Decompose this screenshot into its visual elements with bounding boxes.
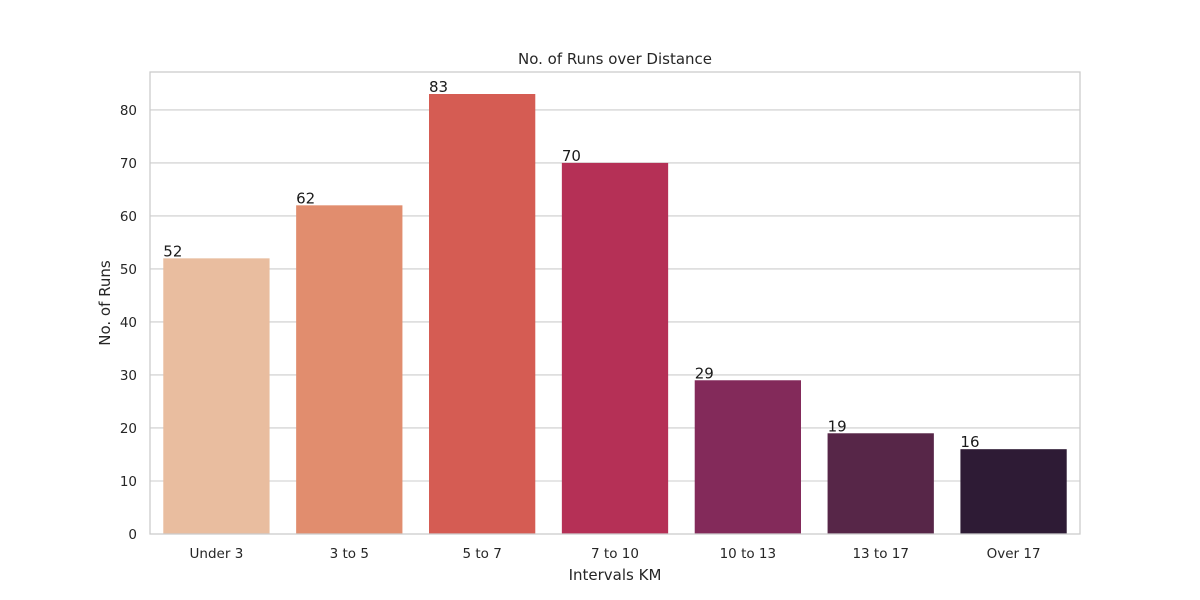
bars [163,94,1067,535]
bar-over-17 [960,449,1067,534]
x-tick-label: 13 to 17 [852,546,909,562]
bar-7-to-10 [561,162,669,535]
y-tick-label: 60 [120,209,137,225]
x-axis-label: Intervals KM [569,566,662,584]
y-tick-label: 80 [120,103,137,119]
y-tick-label: 40 [120,315,137,331]
bar-value-label: 19 [828,417,847,435]
y-tick-label: 10 [120,474,137,490]
bar-under-3 [163,258,270,534]
plot-frame [149,71,1081,535]
y-tick-label: 70 [120,156,137,172]
bar-value-label: 29 [695,364,714,382]
bar-3-to-5 [296,205,403,534]
x-tick-label: 10 to 13 [720,546,777,562]
y-tick-label: 50 [120,262,137,278]
y-tick-label: 30 [120,368,137,384]
bar-value-label: 62 [296,189,315,207]
y-axis-ticks: 0 10 20 30 40 50 60 70 80 [120,103,137,543]
bar-value-label: 70 [562,147,581,165]
chart-title: No. of Runs over Distance [518,50,712,68]
x-tick-label: Under 3 [190,546,244,562]
bar-10-to-13 [694,380,801,534]
bar-value-label: 52 [163,242,182,260]
bar-value-label: 16 [960,433,979,451]
y-tick-label: 0 [128,527,137,543]
x-tick-label: 7 to 10 [591,546,639,562]
bar-13-to-17 [827,433,934,534]
bar-value-label: 83 [429,78,448,96]
y-tick-label: 20 [120,421,137,437]
x-axis-ticks: Under 3 3 to 5 5 to 7 7 to 10 10 to 13 13 to … [190,546,1041,562]
x-tick-label: 3 to 5 [330,546,369,562]
x-tick-label: Over 17 [987,546,1041,562]
y-axis-label: No. of Runs [96,260,114,346]
x-tick-label: 5 to 7 [462,546,501,562]
bar-value-labels: 52 62 83 70 29 19 16 [163,78,979,451]
bar-5-to-7 [429,94,536,534]
